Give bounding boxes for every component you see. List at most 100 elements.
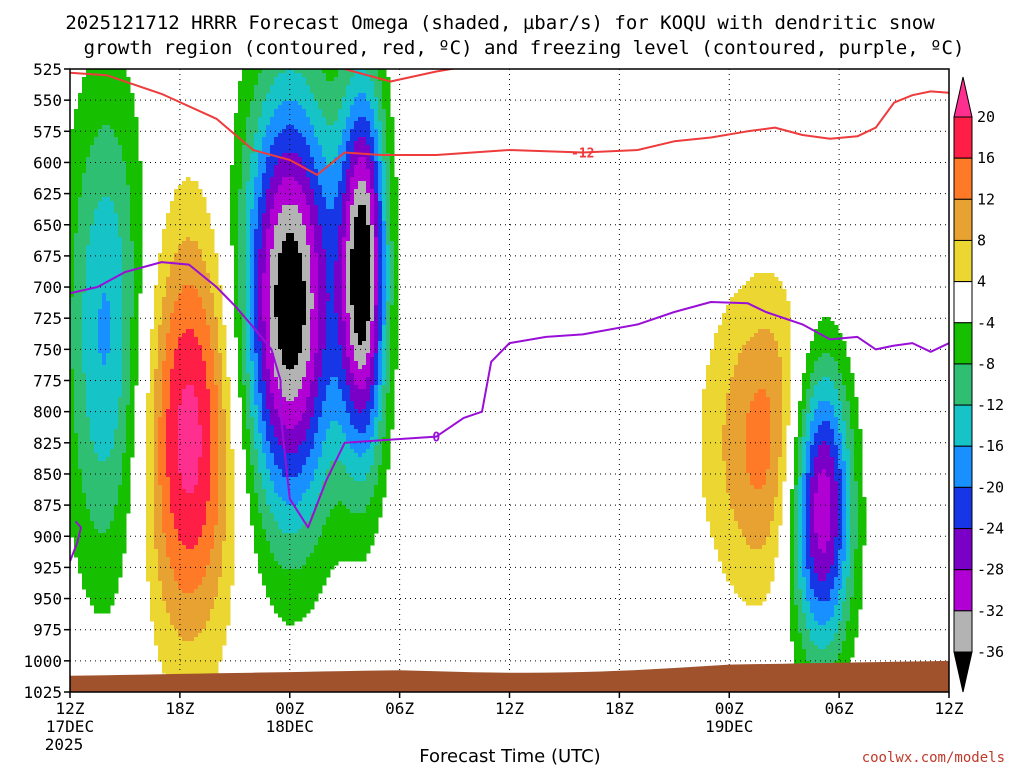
omega-cell bbox=[110, 213, 115, 218]
omega-cell bbox=[166, 349, 171, 354]
omega-cell bbox=[210, 569, 215, 574]
omega-cell bbox=[198, 449, 203, 454]
omega-cell bbox=[122, 309, 127, 314]
omega-cell bbox=[130, 301, 135, 306]
omega-cell bbox=[198, 289, 203, 294]
omega-cell bbox=[134, 281, 139, 286]
omega-cell bbox=[202, 217, 207, 222]
omega-cell bbox=[186, 429, 191, 434]
omega-cell bbox=[82, 317, 87, 322]
omega-cell bbox=[158, 373, 163, 378]
omega-cell bbox=[106, 457, 111, 462]
omega-cell bbox=[174, 409, 179, 414]
omega-cell bbox=[222, 641, 227, 646]
omega-cell bbox=[202, 457, 207, 462]
omega-cell bbox=[78, 185, 83, 190]
omega-cell bbox=[98, 389, 103, 394]
omega-cell bbox=[250, 93, 255, 98]
omega-cell bbox=[186, 621, 191, 626]
omega-cell bbox=[190, 325, 195, 330]
omega-cell bbox=[158, 557, 163, 562]
omega-cell bbox=[134, 317, 139, 322]
omega-cell bbox=[82, 481, 87, 486]
omega-cell bbox=[186, 185, 191, 190]
omega-cell bbox=[90, 569, 95, 574]
omega-cell bbox=[78, 153, 83, 158]
omega-cell bbox=[182, 569, 187, 574]
omega-cell bbox=[202, 465, 207, 470]
omega-cell bbox=[190, 369, 195, 374]
omega-cell bbox=[166, 225, 171, 230]
omega-cell bbox=[130, 353, 135, 358]
omega-cell bbox=[166, 305, 171, 310]
omega-cell bbox=[118, 481, 123, 486]
omega-cell bbox=[206, 481, 211, 486]
omega-cell bbox=[186, 481, 191, 486]
omega-cell bbox=[222, 549, 227, 554]
omega-cell bbox=[186, 473, 191, 478]
omega-cell bbox=[178, 345, 183, 350]
omega-cell bbox=[202, 549, 207, 554]
omega-cell bbox=[258, 89, 263, 94]
omega-cell bbox=[90, 309, 95, 314]
omega-cell bbox=[218, 609, 223, 614]
omega-cell bbox=[170, 297, 175, 302]
omega-cell bbox=[146, 409, 151, 414]
omega-cell bbox=[198, 357, 203, 362]
omega-cell bbox=[118, 465, 123, 470]
omega-cell bbox=[190, 189, 195, 194]
omega-cell bbox=[254, 545, 259, 550]
omega-cell bbox=[74, 221, 79, 226]
omega-cell bbox=[86, 345, 91, 350]
omega-cell bbox=[166, 257, 171, 262]
omega-cell bbox=[214, 513, 219, 518]
omega-cell bbox=[202, 213, 207, 218]
omega-cell bbox=[110, 597, 115, 602]
omega-cell bbox=[174, 561, 179, 566]
omega-cell bbox=[154, 601, 159, 606]
omega-cell bbox=[238, 97, 243, 102]
omega-cell bbox=[194, 245, 199, 250]
omega-cell bbox=[254, 353, 259, 358]
omega-cell bbox=[134, 117, 139, 122]
omega-cell bbox=[94, 417, 99, 422]
omega-cell bbox=[82, 437, 87, 442]
omega-cell bbox=[166, 465, 171, 470]
omega-cell bbox=[86, 313, 91, 318]
omega-cell bbox=[82, 341, 87, 346]
omega-cell bbox=[114, 489, 119, 494]
omega-cell bbox=[194, 573, 199, 578]
omega-cell bbox=[82, 393, 87, 398]
omega-cell bbox=[82, 157, 87, 162]
omega-cell bbox=[242, 413, 247, 418]
omega-cell bbox=[102, 497, 107, 502]
omega-cell bbox=[86, 189, 91, 194]
omega-cell bbox=[98, 245, 103, 250]
omega-cell bbox=[118, 121, 123, 126]
omega-cell bbox=[126, 453, 131, 458]
omega-cell bbox=[122, 369, 127, 374]
omega-cell bbox=[214, 369, 219, 374]
omega-cell bbox=[242, 381, 247, 386]
omega-cell bbox=[246, 305, 251, 310]
omega-cell bbox=[86, 265, 91, 270]
omega-cell bbox=[174, 593, 179, 598]
omega-cell bbox=[110, 281, 115, 286]
omega-cell bbox=[170, 273, 175, 278]
omega-cell bbox=[222, 493, 227, 498]
omega-cell bbox=[154, 477, 159, 482]
omega-cell bbox=[254, 233, 259, 238]
omega-cell bbox=[154, 609, 159, 614]
omega-cell bbox=[186, 345, 191, 350]
omega-cell bbox=[134, 165, 139, 170]
omega-cell bbox=[86, 397, 91, 402]
omega-cell bbox=[102, 393, 107, 398]
omega-cell bbox=[202, 517, 207, 522]
omega-cell bbox=[186, 349, 191, 354]
omega-cell bbox=[198, 209, 203, 214]
omega-cell bbox=[230, 465, 235, 470]
omega-cell bbox=[154, 637, 159, 642]
omega-cell bbox=[194, 569, 199, 574]
omega-cell bbox=[150, 417, 155, 422]
omega-cell bbox=[146, 405, 151, 410]
